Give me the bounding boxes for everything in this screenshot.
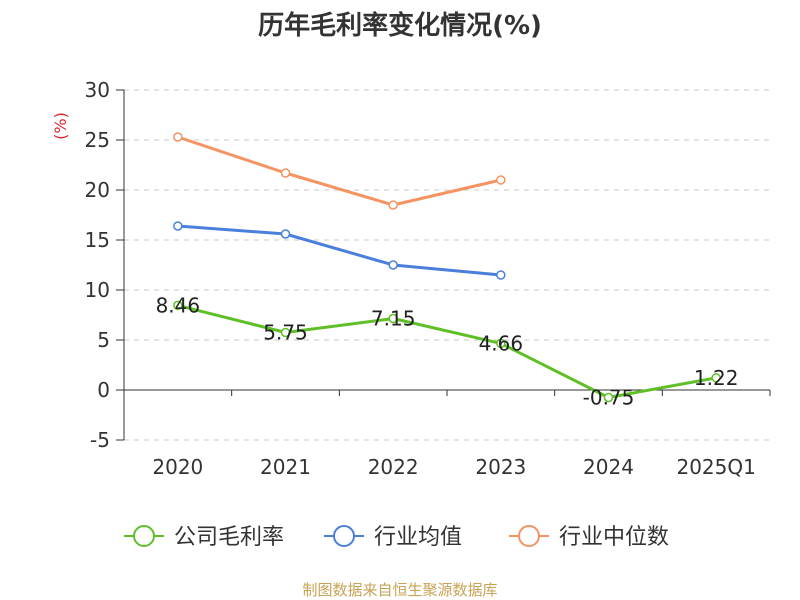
source-note: 制图数据来自恒生聚源数据库 [302,581,497,599]
legend-swatch-circle [133,525,155,547]
series-point-2 [388,200,398,210]
legend-item-1[interactable]: 行业均值 [324,525,462,550]
data-label: -0.75 [583,386,635,410]
series-point-0 [280,327,291,338]
data-label: 5.75 [263,321,308,345]
x-tick-label: 2025Q1 [676,455,755,479]
data-label: 8.46 [156,293,201,317]
legend-swatch-circle [518,525,540,547]
y-tick-label: 0 [97,378,110,402]
y-tick-label: 5 [97,328,110,352]
y-tick-label: 10 [85,278,110,302]
series-point-1 [280,229,291,239]
legend[interactable]: 公司毛利率 行业均值 行业中位数 [124,525,669,550]
series-point-1 [496,270,506,280]
legend-label: 行业中位数 [559,525,669,550]
x-tick-label: 2023 [475,455,526,479]
series-point-0 [603,392,614,403]
y-tick-label: 25 [85,128,110,152]
x-tick-label: 2021 [260,455,311,479]
series-point-2 [280,168,291,178]
gridlines [124,89,770,441]
chart-title: 历年毛利率变化情况(%) [258,10,542,41]
series-line-0 [177,303,717,399]
axes: 30 25 20 15 10 5 0 -5 2020 2021 2022 2023 2024 2025Q1 [85,78,771,479]
legend-label: 公司毛利率 [174,525,284,550]
legend-label: 行业均值 [374,525,462,550]
series-group [173,132,721,403]
series-point-1 [173,221,183,231]
data-labels: 8.46 5.75 7.15 4.66 -0.75 1.22 [156,293,739,409]
x-tick-label: 2022 [368,455,419,479]
series-point-2 [496,175,506,185]
data-label: 1.22 [694,366,739,390]
x-tick-label: 2024 [583,455,634,479]
legend-item-0[interactable]: 公司毛利率 [124,525,284,550]
y-tick-label: 30 [85,78,110,102]
x-tick-label: 2020 [152,455,203,479]
y-tick-label: -5 [90,428,110,452]
series-line-1 [177,224,501,277]
series-point-0 [496,338,506,349]
y-tick-label: 20 [85,178,110,202]
series-line-2 [177,135,502,207]
legend-swatch-circle [333,525,355,547]
series-point-0 [388,313,398,324]
data-label: 7.15 [371,307,416,331]
y-unit-label: (%) [51,112,70,140]
y-tick-label: 15 [85,228,110,252]
data-label: 4.66 [479,331,524,355]
series-point-2 [173,132,183,142]
series-point-0 [173,300,183,311]
series-point-0 [711,373,721,383]
series-point-1 [388,260,398,270]
legend-item-2[interactable]: 行业中位数 [509,525,669,550]
